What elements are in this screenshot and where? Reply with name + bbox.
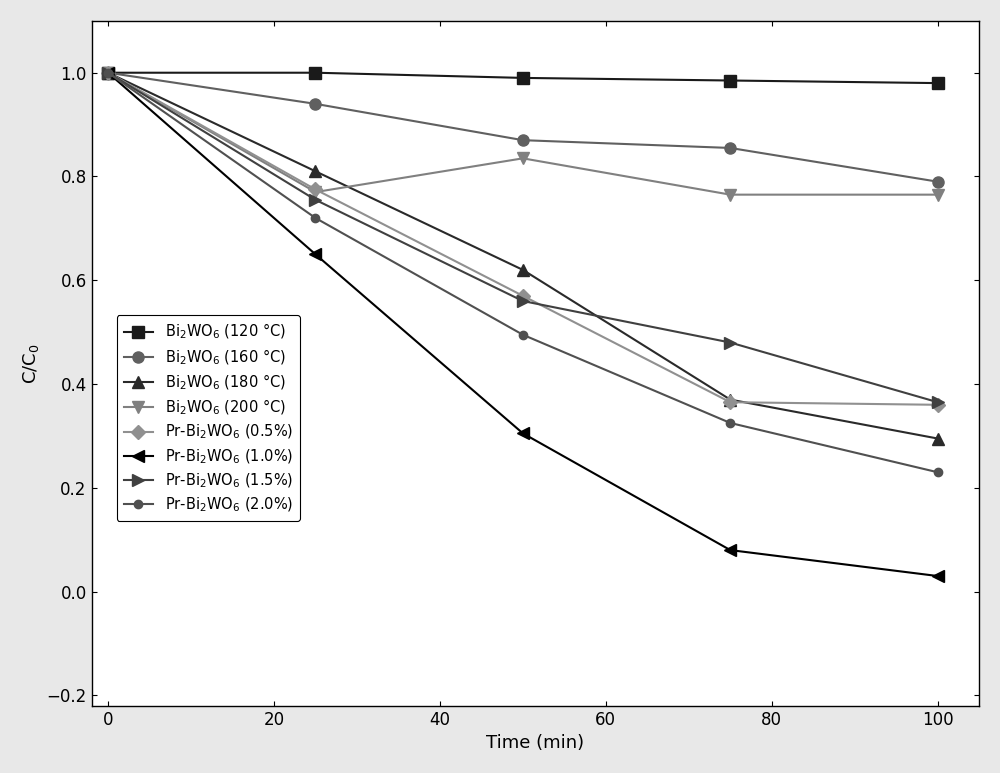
Legend: Bi$_2$WO$_6$ (120 °C), Bi$_2$WO$_6$ (160 °C), Bi$_2$WO$_6$ (180 °C), Bi$_2$WO$_6: Bi$_2$WO$_6$ (120 °C), Bi$_2$WO$_6$ (160… <box>117 315 300 522</box>
Bi$_2$WO$_6$ (120 °C) <box>102 68 114 77</box>
Pr-Bi$_2$WO$_6$ (1.0%) <box>932 571 944 581</box>
Line: Pr-Bi$_2$WO$_6$ (1.5%): Pr-Bi$_2$WO$_6$ (1.5%) <box>103 67 943 408</box>
Line: Bi$_2$WO$_6$ (200 °C): Bi$_2$WO$_6$ (200 °C) <box>103 67 943 200</box>
Line: Pr-Bi$_2$WO$_6$ (1.0%): Pr-Bi$_2$WO$_6$ (1.0%) <box>102 66 944 582</box>
Bi$_2$WO$_6$ (160 °C) <box>932 177 944 186</box>
Bi$_2$WO$_6$ (200 °C) <box>517 154 529 163</box>
Pr-Bi$_2$WO$_6$ (2.0%) <box>932 468 944 477</box>
Line: Bi$_2$WO$_6$ (120 °C): Bi$_2$WO$_6$ (120 °C) <box>103 67 943 89</box>
Bi$_2$WO$_6$ (180 °C) <box>724 395 736 404</box>
Bi$_2$WO$_6$ (120 °C) <box>932 79 944 88</box>
Bi$_2$WO$_6$ (160 °C) <box>724 143 736 152</box>
Pr-Bi$_2$WO$_6$ (1.0%) <box>724 546 736 555</box>
Bi$_2$WO$_6$ (180 °C) <box>102 68 114 77</box>
Line: Pr-Bi$_2$WO$_6$ (2.0%): Pr-Bi$_2$WO$_6$ (2.0%) <box>104 69 942 476</box>
Bi$_2$WO$_6$ (180 °C) <box>517 265 529 274</box>
Pr-Bi$_2$WO$_6$ (0.5%) <box>517 291 529 301</box>
Pr-Bi$_2$WO$_6$ (1.5%) <box>517 296 529 305</box>
Pr-Bi$_2$WO$_6$ (1.0%) <box>517 429 529 438</box>
Y-axis label: C/C$_0$: C/C$_0$ <box>21 343 41 383</box>
Pr-Bi$_2$WO$_6$ (2.0%) <box>724 418 736 427</box>
Bi$_2$WO$_6$ (120 °C) <box>517 73 529 83</box>
Line: Bi$_2$WO$_6$ (160 °C): Bi$_2$WO$_6$ (160 °C) <box>103 67 943 187</box>
Pr-Bi$_2$WO$_6$ (1.0%) <box>309 250 321 259</box>
Pr-Bi$_2$WO$_6$ (0.5%) <box>309 185 321 194</box>
Bi$_2$WO$_6$ (120 °C) <box>724 76 736 85</box>
Pr-Bi$_2$WO$_6$ (2.0%) <box>309 213 321 223</box>
Bi$_2$WO$_6$ (160 °C) <box>309 99 321 108</box>
Line: Bi$_2$WO$_6$ (180 °C): Bi$_2$WO$_6$ (180 °C) <box>103 67 943 444</box>
X-axis label: Time (min): Time (min) <box>486 734 584 752</box>
Bi$_2$WO$_6$ (200 °C) <box>724 190 736 199</box>
Bi$_2$WO$_6$ (180 °C) <box>932 434 944 443</box>
Pr-Bi$_2$WO$_6$ (0.5%) <box>932 400 944 410</box>
Bi$_2$WO$_6$ (200 °C) <box>932 190 944 199</box>
Pr-Bi$_2$WO$_6$ (1.0%) <box>102 68 114 77</box>
Pr-Bi$_2$WO$_6$ (1.5%) <box>309 196 321 205</box>
Bi$_2$WO$_6$ (120 °C) <box>309 68 321 77</box>
Pr-Bi$_2$WO$_6$ (1.5%) <box>932 397 944 407</box>
Bi$_2$WO$_6$ (200 °C) <box>102 68 114 77</box>
Pr-Bi$_2$WO$_6$ (0.5%) <box>102 68 114 77</box>
Pr-Bi$_2$WO$_6$ (1.5%) <box>102 68 114 77</box>
Pr-Bi$_2$WO$_6$ (2.0%) <box>102 68 114 77</box>
Pr-Bi$_2$WO$_6$ (2.0%) <box>517 330 529 339</box>
Line: Pr-Bi$_2$WO$_6$ (0.5%): Pr-Bi$_2$WO$_6$ (0.5%) <box>103 68 943 410</box>
Bi$_2$WO$_6$ (160 °C) <box>517 135 529 145</box>
Bi$_2$WO$_6$ (160 °C) <box>102 68 114 77</box>
Pr-Bi$_2$WO$_6$ (1.5%) <box>724 338 736 347</box>
Pr-Bi$_2$WO$_6$ (0.5%) <box>724 397 736 407</box>
Bi$_2$WO$_6$ (180 °C) <box>309 167 321 176</box>
Bi$_2$WO$_6$ (200 °C) <box>309 187 321 196</box>
